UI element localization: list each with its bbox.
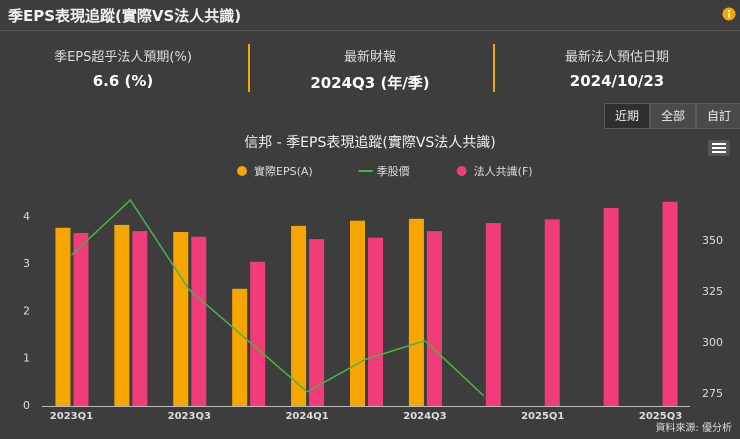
header: 季EPS表現追蹤(實際VS法人共識) [0, 0, 740, 31]
chart-title: 信邦 - 季EPS表現追蹤(實際VS法人共識) [244, 134, 496, 151]
bar [232, 288, 248, 406]
x-tick-label: 2023Q3 [168, 411, 211, 422]
bar [350, 220, 365, 406]
x-tick-label: 2025Q3 [639, 411, 682, 422]
legend-label: 實際EPS(A) [254, 164, 313, 178]
stat: 最新法人預估日期 2024/10/23 [494, 46, 740, 90]
legend-swatch [456, 166, 467, 176]
bar [485, 223, 501, 406]
x-tick-label: 2024Q3 [403, 411, 446, 422]
separator [248, 44, 250, 92]
source: 資料來源: 優分析 [655, 421, 732, 434]
stat-label: 季EPS超乎法人預期(%) [54, 50, 192, 65]
y-tick-label: 1 [23, 352, 30, 365]
stat-value: 2024/10/23 [569, 72, 665, 90]
bar [309, 239, 325, 406]
bar [173, 232, 189, 406]
menu-icon[interactable] [708, 140, 730, 156]
stat: 最新財報 2024Q3 (年/季) [247, 46, 493, 93]
y2-tick-label: 350 [702, 234, 723, 247]
y-tick-label: 0 [23, 399, 30, 412]
stat-value: 6.6 (%) [92, 72, 154, 90]
y-tick-label: 2 [23, 304, 30, 317]
bar [191, 236, 207, 406]
stat-value: 2024Q3 (年/季) [310, 74, 430, 92]
x-tick-label: 2024Q1 [285, 411, 328, 422]
bar [250, 261, 266, 406]
info-icon[interactable] [722, 7, 736, 21]
stat-label: 最新財報 [343, 50, 396, 65]
bar [544, 219, 560, 406]
range-button[interactable]: 近期 [604, 103, 650, 129]
y2-tick-label: 300 [702, 336, 723, 349]
bar [132, 231, 148, 406]
bar [662, 201, 678, 406]
x-tick-label: 2023Q1 [50, 411, 93, 422]
bar [55, 227, 71, 406]
bar [426, 231, 442, 406]
header-title: 季EPS表現追蹤(實際VS法人共識) [8, 7, 242, 25]
bar [368, 237, 383, 406]
y-tick-label: 4 [23, 210, 30, 223]
range-button[interactable]: 全部 [650, 103, 696, 129]
legend-swatch [237, 166, 247, 176]
bar [603, 207, 619, 406]
legend-label: 季股價 [377, 164, 410, 178]
bar [114, 224, 130, 406]
separator [493, 44, 495, 92]
y-tick-label: 3 [23, 257, 30, 270]
bar [291, 225, 307, 406]
stat: 季EPS超乎法人預期(%) 6.6 (%) [0, 46, 246, 90]
stat-label: 最新法人預估日期 [564, 50, 669, 65]
x-tick-label: 2025Q1 [521, 411, 564, 422]
range-button[interactable]: 自訂 [696, 103, 740, 129]
legend-label: 法人共識(F) [474, 164, 533, 178]
y2-tick-label: 325 [702, 285, 723, 298]
bar [408, 218, 424, 406]
bar [73, 232, 89, 406]
range-buttons: 近期 全部 自訂 [604, 103, 740, 129]
line [70, 198, 485, 397]
y2-tick-label: 275 [702, 387, 723, 400]
